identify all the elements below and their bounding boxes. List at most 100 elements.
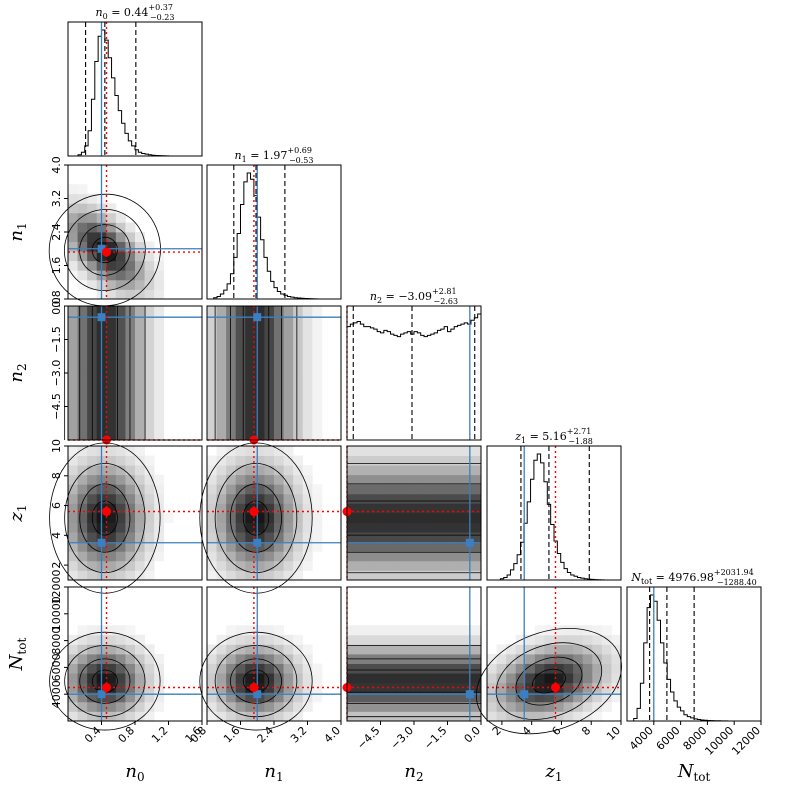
density-bin [264,682,275,693]
density-bin [264,430,275,441]
density-bin [235,625,246,636]
density-bin [442,541,453,552]
density-bin [452,532,463,543]
density-bin [264,654,275,664]
density-bin [135,513,145,523]
density-bin [414,474,424,485]
density-bin [274,541,284,552]
density-bin [293,325,304,336]
density-bin [125,474,136,485]
density-bin [302,513,313,523]
density-bin [375,560,386,571]
truth-marker [97,313,106,322]
density-bin [293,344,304,355]
density-bin [347,446,357,456]
density-bin [274,644,284,655]
density-bin [347,634,357,645]
density-bin [207,493,217,504]
density-bin [375,663,386,674]
density-bin [611,663,622,674]
density-bin [207,315,217,326]
density-bin [573,692,584,703]
density-bin [302,474,313,485]
density-bin [375,682,386,693]
density-bin [461,682,472,693]
panel-n_0-n_0: n0 = 0.44+0.37 −0.23 [67,3,203,157]
density-bin [573,673,584,684]
density-bin [423,663,434,674]
x-axis-label-n_0: n0 [125,761,144,784]
x-tick-label: 1.2 [149,724,171,746]
density-bin [226,570,237,581]
density-bin [245,392,256,403]
density-bin [77,411,88,422]
density-bin [235,465,246,476]
best-fit-marker [102,683,112,692]
density-bin [226,513,237,523]
density-bin [375,532,386,543]
density-bin [274,306,284,316]
density-bin [312,430,323,441]
density-bin [125,289,136,300]
density-bin [207,673,217,684]
density-bin [106,270,117,281]
density-bin [385,541,396,552]
density-bin [106,465,117,476]
density-bin [471,570,482,581]
density-bin [274,353,284,364]
density-bin [461,625,472,636]
density-bin [414,673,424,684]
density-bin [235,560,246,571]
density-bin [506,711,517,722]
density-bin [274,363,284,374]
y-axis-label-n_2: n2 [6,363,29,382]
density-bin [312,692,323,703]
density-bin [125,522,136,533]
density-bin [207,570,217,581]
density-bin [135,541,145,552]
y-tick-label: 6 [50,502,63,509]
density-bin [115,644,126,655]
panel-frame [486,445,622,581]
density-bin [77,474,88,485]
density-bin [385,493,396,504]
truth-marker [97,538,106,547]
density-bin [125,353,136,364]
density-bin [283,306,294,316]
density-bin [347,522,357,533]
density-bin [582,663,593,674]
density-bin [68,241,78,252]
density-bin [68,532,78,543]
density-bin [264,306,275,316]
density-bin [226,532,237,543]
density-bin [154,654,165,664]
density-bin [264,315,275,326]
density-bin [68,503,78,514]
density-bin [264,522,275,533]
density-bin [144,315,155,326]
contour-ellipse [495,642,603,720]
density-bin [254,551,265,562]
density-bin [77,420,88,431]
density-bin [144,392,155,403]
density-bin [404,625,415,636]
density-bin [433,541,444,552]
panel-n_2-N_tot [342,586,482,722]
density-bin [254,430,265,441]
density-bin [235,430,246,441]
panel-frame [67,445,203,581]
density-bin [264,532,275,543]
density-bin [356,663,367,674]
panel-frame [206,445,342,581]
density-bin [226,654,237,664]
density-bin [461,663,472,674]
density-bin [154,353,165,364]
density-bin [404,551,415,562]
density-bin [68,193,78,204]
density-bin [356,465,367,476]
x-axis-label-z_1: z1 [544,761,562,784]
density-bin [226,673,237,684]
density-bin [274,446,284,456]
density-bin [68,232,78,242]
density-bin [366,551,377,562]
